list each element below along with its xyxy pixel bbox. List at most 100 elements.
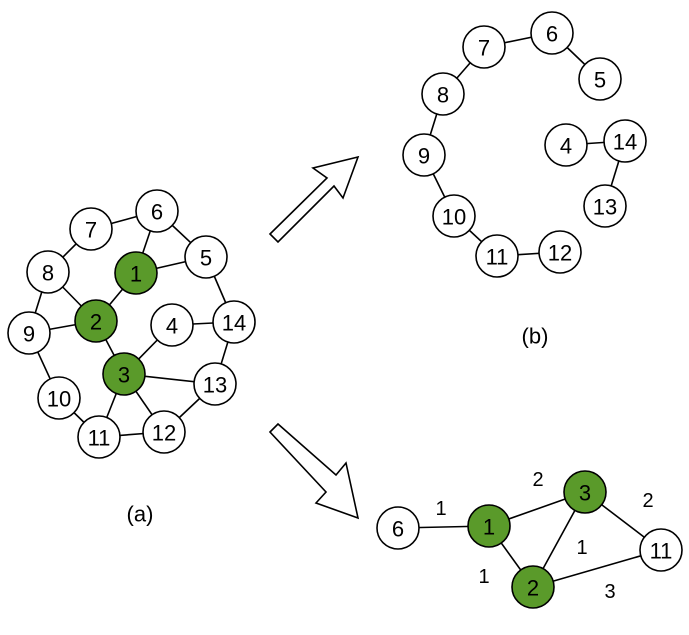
node-11: 11 <box>475 234 519 278</box>
node-circle <box>193 362 237 406</box>
node-circle <box>432 194 476 238</box>
node-8: 8 <box>421 72 465 116</box>
node-circle <box>37 376 81 420</box>
edge-weight-2-11: 3 <box>604 581 615 603</box>
node-10: 10 <box>37 376 81 420</box>
arrow-to-panel-b-icon <box>268 155 360 244</box>
node-4: 4 <box>544 123 588 167</box>
node-circle <box>212 300 256 344</box>
node-circle <box>538 230 582 274</box>
node-circle <box>511 565 555 609</box>
node-13: 13 <box>583 184 627 228</box>
node-circle <box>150 303 194 347</box>
node-label: 2 <box>527 576 539 601</box>
node-7: 7 <box>69 207 113 251</box>
node-label: 9 <box>418 144 430 169</box>
node-circle <box>475 234 519 278</box>
node-1: 1 <box>114 251 158 295</box>
node-label: 9 <box>23 322 35 347</box>
node-11: 11 <box>639 528 683 572</box>
node-12: 12 <box>538 230 582 274</box>
node-label: 1 <box>483 515 495 540</box>
node-3: 3 <box>563 470 607 514</box>
node-label: 11 <box>88 426 111 451</box>
node-label: 10 <box>442 205 466 230</box>
node-12: 12 <box>142 410 186 454</box>
edge-weight-1-3: 2 <box>532 469 543 491</box>
node-label: 5 <box>200 246 212 271</box>
node-14: 14 <box>603 119 647 163</box>
node-label: 12 <box>152 421 176 446</box>
node-label: 4 <box>560 134 572 159</box>
node-circle <box>402 133 446 177</box>
node-9: 9 <box>402 133 446 177</box>
edge-weight-6-1: 1 <box>435 498 446 520</box>
node-label: 14 <box>613 130 637 155</box>
node-label: 13 <box>203 373 227 398</box>
node-circle <box>184 235 228 279</box>
node-2: 2 <box>74 299 118 343</box>
node-label: 12 <box>548 241 572 266</box>
node-circle <box>583 184 627 228</box>
node-10: 10 <box>432 194 476 238</box>
node-circle <box>102 352 146 396</box>
edge-weight-3-2: 1 <box>576 537 587 559</box>
node-label: 11 <box>650 539 673 564</box>
node-circle <box>7 311 51 355</box>
node-4: 4 <box>150 303 194 347</box>
node-label: 14 <box>222 311 246 336</box>
node-circle <box>639 528 683 572</box>
node-8: 8 <box>26 250 70 294</box>
node-5: 5 <box>184 235 228 279</box>
node-label: 6 <box>151 200 163 225</box>
node-circle <box>114 251 158 295</box>
node-6: 6 <box>376 506 420 550</box>
node-1: 1 <box>467 504 511 548</box>
node-circle <box>467 504 511 548</box>
node-13: 13 <box>193 362 237 406</box>
node-7: 7 <box>462 25 506 69</box>
edge-2-11 <box>532 549 662 588</box>
node-6: 6 <box>135 189 179 233</box>
node-circle <box>530 11 574 55</box>
node-label: 7 <box>478 36 490 61</box>
node-label: 3 <box>579 481 591 506</box>
node-circle <box>544 123 588 167</box>
edge-weight-3-11: 2 <box>642 490 653 512</box>
node-9: 9 <box>7 311 51 355</box>
node-circle <box>69 207 113 251</box>
node-label: 8 <box>437 83 449 108</box>
node-5: 5 <box>578 57 622 101</box>
node-label: 1 <box>130 262 142 287</box>
panel-b-graph: 6 7 5 8 4 14 9 13 10 12 11 <box>402 11 647 278</box>
node-2: 2 <box>511 565 555 609</box>
node-circle <box>77 415 121 459</box>
node-circle <box>26 250 70 294</box>
node-14: 14 <box>212 300 256 344</box>
node-label: 11 <box>486 245 509 270</box>
node-label: 7 <box>85 218 97 243</box>
node-label: 6 <box>546 22 558 47</box>
node-3: 3 <box>102 352 146 396</box>
node-label: 8 <box>42 261 54 286</box>
node-circle <box>135 189 179 233</box>
arrow-to-panel-c-icon <box>268 422 360 520</box>
node-label: 10 <box>47 387 71 412</box>
node-circle <box>74 299 118 343</box>
edge-weight-1-2: 1 <box>478 566 489 588</box>
node-circle <box>462 25 506 69</box>
node-label: 5 <box>594 68 606 93</box>
node-circle <box>563 470 607 514</box>
node-circle <box>376 506 420 550</box>
node-label: 6 <box>392 517 404 542</box>
node-11: 11 <box>77 415 121 459</box>
node-circle <box>421 72 465 116</box>
node-label: 2 <box>90 310 102 335</box>
node-label: 13 <box>593 195 617 220</box>
panel-b-caption: (b) <box>522 324 549 349</box>
node-circle <box>142 410 186 454</box>
node-label: 4 <box>166 314 178 339</box>
node-circle <box>578 57 622 101</box>
